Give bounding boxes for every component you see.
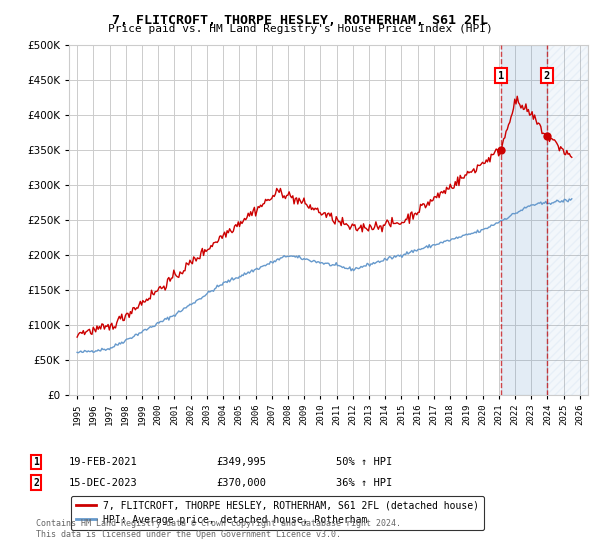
Text: 7, FLITCROFT, THORPE HESLEY, ROTHERHAM, S61 2FL: 7, FLITCROFT, THORPE HESLEY, ROTHERHAM, …	[112, 14, 488, 27]
Text: Contains HM Land Registry data © Crown copyright and database right 2024.: Contains HM Land Registry data © Crown c…	[36, 519, 401, 528]
Bar	[547, 45, 588, 395]
Text: 2: 2	[33, 478, 39, 488]
Legend: 7, FLITCROFT, THORPE HESLEY, ROTHERHAM, S61 2FL (detached house), HPI: Average p: 7, FLITCROFT, THORPE HESLEY, ROTHERHAM, …	[71, 496, 484, 530]
Text: 36% ↑ HPI: 36% ↑ HPI	[336, 478, 392, 488]
Bar	[501, 45, 547, 395]
Text: 50% ↑ HPI: 50% ↑ HPI	[336, 457, 392, 467]
Text: Price paid vs. HM Land Registry's House Price Index (HPI): Price paid vs. HM Land Registry's House …	[107, 24, 493, 34]
Text: 19-FEB-2021: 19-FEB-2021	[69, 457, 138, 467]
Text: 2: 2	[544, 71, 550, 81]
Text: 15-DEC-2023: 15-DEC-2023	[69, 478, 138, 488]
Text: 1: 1	[497, 71, 504, 81]
Text: 1: 1	[33, 457, 39, 467]
Text: This data is licensed under the Open Government Licence v3.0.: This data is licensed under the Open Gov…	[36, 530, 341, 539]
Text: £370,000: £370,000	[216, 478, 266, 488]
Text: £349,995: £349,995	[216, 457, 266, 467]
